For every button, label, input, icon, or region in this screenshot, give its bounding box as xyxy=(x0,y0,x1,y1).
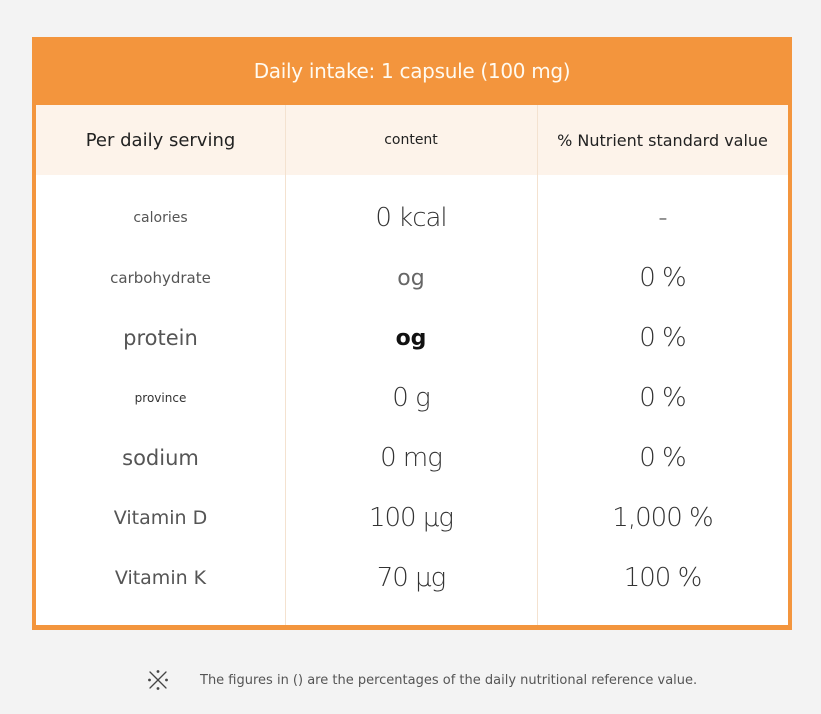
table-row: calories 0 kcal - xyxy=(36,188,788,248)
nutrient-percent: 0 % xyxy=(639,383,687,413)
nutrient-name: protein xyxy=(123,326,198,350)
reference-mark-icon xyxy=(148,670,168,690)
nutrient-content: 0 kcal xyxy=(375,203,447,233)
header-content: content xyxy=(384,132,438,148)
table-header-row: Per daily serving content % Nutrient sta… xyxy=(36,105,788,175)
table-row: Vitamin D 100 μg 1,000 % xyxy=(36,488,788,548)
nutrient-percent: 0 % xyxy=(639,323,687,353)
nutrient-name: carbohydrate xyxy=(110,269,211,287)
table-row: sodium 0 mg 0 % xyxy=(36,428,788,488)
nutrient-percent: 1,000 % xyxy=(612,503,713,533)
nutrient-percent: 0 % xyxy=(639,263,687,293)
nutrient-percent: 0 % xyxy=(639,443,687,473)
nutrient-content: og xyxy=(397,265,425,291)
nutrition-table: Per daily serving content % Nutrient sta… xyxy=(36,105,788,625)
panel-title: Daily intake: 1 capsule (100 mg) xyxy=(253,59,571,83)
table-row: Vitamin K 70 μg 100 % xyxy=(36,548,788,608)
nutrient-name: sodium xyxy=(122,446,199,470)
table-row: protein og 0 % xyxy=(36,308,788,368)
nutrient-content: 0 g xyxy=(392,383,430,413)
nutrient-content: og xyxy=(395,325,427,351)
nutrient-content: 0 mg xyxy=(380,443,443,473)
column-divider xyxy=(537,105,538,625)
table-row: carbohydrate og 0 % xyxy=(36,248,788,308)
table-body: calories 0 kcal - carbohydrate og 0 % pr… xyxy=(36,188,788,608)
nutrient-name: province xyxy=(134,391,187,405)
nutrient-name: Vitamin K xyxy=(114,567,207,589)
nutrient-percent: 100 % xyxy=(623,563,703,593)
header-percent: % Nutrient standard value xyxy=(557,130,768,150)
nutrient-name: calories xyxy=(133,210,188,226)
nutrition-panel: Daily intake: 1 capsule (100 mg) Per dai… xyxy=(32,37,792,630)
nutrient-content: 100 μg xyxy=(368,503,454,533)
nutrient-name: Vitamin D xyxy=(113,507,208,529)
footnote-text: The figures in () are the percentages of… xyxy=(200,672,698,688)
footnote: The figures in () are the percentages of… xyxy=(146,668,697,692)
table-row: province 0 g 0 % xyxy=(36,368,788,428)
header-serving: Per daily serving xyxy=(85,129,236,151)
column-divider xyxy=(285,105,286,625)
nutrient-percent: - xyxy=(658,203,667,233)
nutrient-content: 70 μg xyxy=(376,563,447,593)
